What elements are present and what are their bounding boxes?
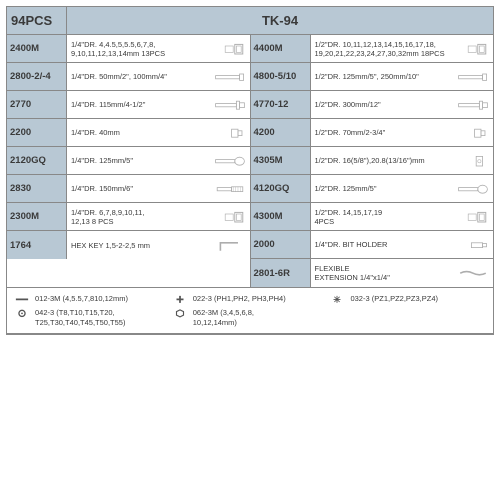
product-desc: 1/2"DR. 125mm/5", 250mm/10" bbox=[311, 63, 494, 90]
ratchet-icon bbox=[457, 182, 489, 196]
bitholder-icon bbox=[457, 238, 489, 252]
main-grid: 2400M1/4"DR. 4,4.5,5,5.5,6,7,8,9,10,11,1… bbox=[7, 35, 493, 287]
product-desc: 1/4"DR. BIT HOLDER bbox=[311, 231, 494, 258]
product-code: 4800-5/10 bbox=[251, 63, 311, 90]
footer-bit-item: 022-3 (PH1,PH2, PH3,PH4) bbox=[169, 292, 327, 306]
product-desc: HEX KEY 1,5-2-2,5 mm bbox=[67, 231, 250, 259]
product-desc: 1/4"DR. 150mm/6" bbox=[67, 175, 250, 202]
slot-bit-icon bbox=[15, 295, 29, 303]
product-desc: 1/2"DR. 16(5/8"),20.8(13/16")mm bbox=[311, 147, 494, 174]
ext-bar-icon bbox=[457, 70, 489, 84]
product-desc: 1/4"DR. 40mm bbox=[67, 119, 250, 146]
product-desc: 1/4"DR. 125mm/5" bbox=[67, 147, 250, 174]
table-row: 4120GQ1/2"DR. 125mm/5" bbox=[251, 175, 494, 203]
right-column: 4400M1/2"DR. 10,11,12,13,14,15,16,17,18,… bbox=[251, 35, 494, 287]
header-row: 94PCS TK-94 bbox=[7, 7, 493, 35]
hexkey-icon bbox=[214, 238, 246, 252]
product-desc: 1/4"DR. 4,4.5,5,5.5,6,7,8,9,10,11,12,13,… bbox=[67, 35, 250, 62]
product-code: 1764 bbox=[7, 231, 67, 259]
left-column: 2400M1/4"DR. 4,4.5,5,5.5,6,7,8,9,10,11,1… bbox=[7, 35, 251, 287]
footer-bit-item: 012-3M (4,5.5,7,810,12mm) bbox=[11, 292, 169, 306]
footer-bit-item: 032-3 (PZ1,PZ2,PZ3,PZ4) bbox=[326, 292, 484, 306]
product-desc: 1/2"DR. 300mm/12" bbox=[311, 91, 494, 118]
handle-icon bbox=[214, 98, 246, 112]
footer-bit-item: 062-3M (3,4,5,6,8,10,12,14mm) bbox=[169, 306, 327, 330]
footer-bit-text: 032-3 (PZ1,PZ2,PZ3,PZ4) bbox=[350, 294, 438, 304]
table-row: 4800-5/101/2"DR. 125mm/5", 250mm/10" bbox=[251, 63, 494, 91]
table-row: 27701/4"DR. 115mm/4-1/2" bbox=[7, 91, 250, 119]
table-row: 4770-121/2"DR. 300mm/12" bbox=[251, 91, 494, 119]
sparkplug-icon bbox=[457, 154, 489, 168]
table-row: 22001/4"DR. 40mm bbox=[7, 119, 250, 147]
socket-icon bbox=[214, 210, 246, 224]
table-row: 2400M1/4"DR. 4,4.5,5,5.5,6,7,8,9,10,11,1… bbox=[7, 35, 250, 63]
table-row: 2800-2/-41/4"DR. 50mm/2", 100mm/4" bbox=[7, 63, 250, 91]
product-code: 2801-6R bbox=[251, 259, 311, 287]
footer-bit-text: 062-3M (3,4,5,6,8,10,12,14mm) bbox=[193, 308, 254, 328]
socket-icon bbox=[214, 42, 246, 56]
phillips-bit-icon bbox=[173, 295, 187, 303]
product-desc: FLEXIBLEEXTENSION 1/4"x1/4" bbox=[311, 259, 494, 287]
pozi-bit-icon bbox=[330, 295, 344, 303]
product-desc: 1/2"DR. 10,11,12,13,14,15,16,17,18,19,20… bbox=[311, 35, 494, 62]
table-row: 4300M1/2"DR. 14,15,17,194PCS bbox=[251, 203, 494, 231]
socket-icon bbox=[457, 42, 489, 56]
product-code: 4120GQ bbox=[251, 175, 311, 202]
product-desc: 1/4"DR. 6,7,8,9,10,11,12,13 8 PCS bbox=[67, 203, 250, 230]
product-code: 2400M bbox=[7, 35, 67, 62]
table-row: 20001/4"DR. BIT HOLDER bbox=[251, 231, 494, 259]
table-row: 2801-6RFLEXIBLEEXTENSION 1/4"x1/4" bbox=[251, 259, 494, 287]
table-row: 4400M1/2"DR. 10,11,12,13,14,15,16,17,18,… bbox=[251, 35, 494, 63]
spec-table: 94PCS TK-94 2400M1/4"DR. 4,4.5,5,5.5,6,7… bbox=[6, 6, 494, 335]
socket-icon bbox=[457, 210, 489, 224]
product-code: 4400M bbox=[251, 35, 311, 62]
product-code: 4200 bbox=[251, 119, 311, 146]
table-row: 2120GQ1/4"DR. 125mm/5" bbox=[7, 147, 250, 175]
product-code: 4770-12 bbox=[251, 91, 311, 118]
product-code: 4300M bbox=[251, 203, 311, 230]
table-row: 2300M1/4"DR. 6,7,8,9,10,11,12,13 8 PCS bbox=[7, 203, 250, 231]
product-code: 2770 bbox=[7, 91, 67, 118]
handle-icon bbox=[457, 98, 489, 112]
footer-bit-item: 042-3 (T8,T10,T15,T20,T25,T30,T40,T45,T5… bbox=[11, 306, 169, 330]
table-row: 1764HEX KEY 1,5-2-2,5 mm bbox=[7, 231, 250, 259]
footer-bit-text: 042-3 (T8,T10,T15,T20,T25,T30,T40,T45,T5… bbox=[35, 308, 125, 328]
table-row: 28301/4"DR. 150mm/6" bbox=[7, 175, 250, 203]
torx-bit-icon bbox=[15, 309, 29, 317]
adapter-icon bbox=[214, 126, 246, 140]
product-code: 2800-2/-4 bbox=[7, 63, 67, 90]
product-code: 2000 bbox=[251, 231, 311, 258]
product-code: 2120GQ bbox=[7, 147, 67, 174]
ext-bar-icon bbox=[214, 70, 246, 84]
header-model: TK-94 bbox=[67, 7, 493, 34]
product-desc: 1/4"DR. 115mm/4-1/2" bbox=[67, 91, 250, 118]
table-row: 42001/2"DR. 70mm/2-3/4" bbox=[251, 119, 494, 147]
product-code: 4305M bbox=[251, 147, 311, 174]
footer-bit-text: 012-3M (4,5.5,7,810,12mm) bbox=[35, 294, 128, 304]
product-code: 2300M bbox=[7, 203, 67, 230]
flexext-icon bbox=[457, 266, 489, 280]
adapter-icon bbox=[457, 126, 489, 140]
product-desc: 1/2"DR. 14,15,17,194PCS bbox=[311, 203, 494, 230]
product-desc: 1/2"DR. 125mm/5" bbox=[311, 175, 494, 202]
table-row: 4305M1/2"DR. 16(5/8"),20.8(13/16")mm bbox=[251, 147, 494, 175]
product-desc: 1/2"DR. 70mm/2-3/4" bbox=[311, 119, 494, 146]
header-pcs: 94PCS bbox=[7, 7, 67, 34]
product-desc: 1/4"DR. 50mm/2", 100mm/4" bbox=[67, 63, 250, 90]
ratchet-icon bbox=[214, 154, 246, 168]
footer-bit-text: 022-3 (PH1,PH2, PH3,PH4) bbox=[193, 294, 286, 304]
spinner-icon bbox=[214, 182, 246, 196]
footer-bits: 012-3M (4,5.5,7,810,12mm) 022-3 (PH1,PH2,… bbox=[7, 287, 493, 334]
product-code: 2830 bbox=[7, 175, 67, 202]
product-code: 2200 bbox=[7, 119, 67, 146]
hex-bit-icon bbox=[173, 309, 187, 317]
